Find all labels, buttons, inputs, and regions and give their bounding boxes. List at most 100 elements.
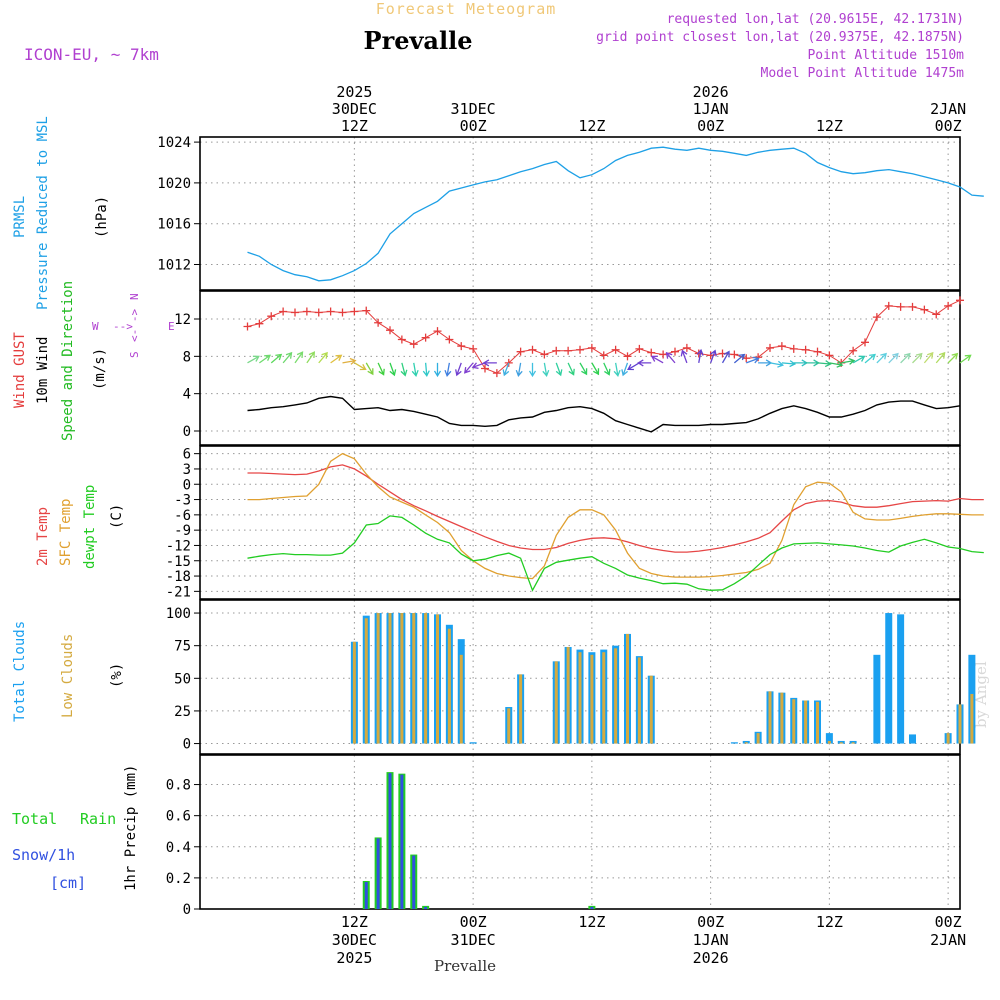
bottom-time-label: 1JAN [693,931,729,949]
panel-2: 0 4 8 12 [174,290,961,446]
wind-direction-arrow [342,357,357,365]
low-cloud-bar [768,691,772,744]
gust-marker [362,306,371,315]
panel-frame [199,754,961,910]
snow-label: Snow/1h [12,846,75,864]
wind-direction-arrow [665,351,676,364]
wind-direction-arrow [758,359,773,367]
wind-direction-arrow [864,353,876,364]
y-tick-label: 0.6 [166,809,191,825]
top-time-label: 2JAN [930,100,966,118]
low-cloud-bar [602,652,606,744]
wind-direction-arrow [318,351,328,364]
top-time-label: 12Z [816,117,843,135]
bottom-time-label: 2026 [693,949,729,967]
wind-direction-arrow [900,352,911,364]
top-time-label: 00Z [935,117,962,135]
wind-direction-arrow [463,362,474,374]
low-cloud-bar [614,648,618,744]
gust-marker [599,351,608,360]
wind-direction-arrow [515,362,523,377]
gust-marker [469,344,478,353]
snow-bar [590,906,594,909]
temp-unit-label: (C) [109,504,125,529]
gust-marker [849,346,858,355]
y-tick-label: -12 [166,538,191,554]
wind-direction-arrow [294,351,304,364]
gust-marker [682,343,691,352]
y-tick-label: 0 [183,477,191,493]
pressure-line [247,146,984,282]
gust-marker [326,307,335,316]
gust-marker [884,301,893,310]
total-cloud-bar [825,733,833,744]
bottom-time-label: 31DEC [451,931,496,949]
wind-speed-line [247,395,961,433]
gust-marker [623,352,632,361]
gust-marker [896,302,905,311]
y-tick-label: 8 [183,349,191,365]
panel-frame [199,136,961,291]
wind-direction-arrow [502,362,510,377]
wind-direction-arrow [270,353,283,364]
wind-direction-arrow [769,360,785,368]
low-cloud-bar [507,708,511,744]
compass-west: W [92,320,99,333]
gust-marker [386,326,394,335]
pressure-unit-label: (hPa) [94,196,110,238]
pressure-msl-label: Pressure Reduced to MSL [35,116,51,310]
wind-direction-arrow [444,362,452,377]
low-cloud-bar [388,613,392,744]
wind-direction-arrow [603,362,611,376]
bottom-time-label: 30DEC [332,931,377,949]
wind-direction-arrow [555,362,563,377]
y-tick-label: 1020 [157,176,191,192]
wind-direction-arrow [805,359,820,367]
bottom-time-label: 00Z [460,913,487,931]
wind-direction-arrow [528,362,537,378]
wind-direction-arrow [400,362,408,377]
gust-marker [302,307,311,316]
wind-direction-arrow [377,362,385,376]
wind-direction-arrow [923,351,934,364]
wind-direction-arrow [482,359,497,367]
gust-marker [397,335,406,344]
wind-direction-arrow [781,360,797,368]
precip-unit-label: 1hr Precip (mm) [123,765,139,891]
low-cloud-bar [744,742,748,744]
wind-direction-arrow [455,362,462,377]
low-cloud-bar [958,704,962,744]
gust-marker [492,369,501,378]
top-title: Forecast Meteogram [376,0,557,18]
snow-bar [376,838,380,909]
wind-direction-arrow [888,352,899,364]
low-cloud-bar [424,613,428,744]
wind-direction-arrow [680,349,688,364]
gust-marker [255,319,264,328]
y-tick-label: 1012 [157,258,191,274]
wind-direction-arrow [912,352,923,364]
y-tick-label: 25 [174,704,191,720]
total-cloud-bar [873,654,881,744]
gust-marker [350,307,359,316]
gust-marker [825,351,834,360]
low-cloud-bar [756,733,760,744]
y-tick-label: 100 [166,606,191,622]
top-time-label: 2026 [693,83,729,101]
gust-marker [671,347,679,356]
total-cloud-bar [730,742,738,744]
gust-marker [267,312,276,321]
panel-frame [199,599,961,755]
wind-direction-arrow [579,362,588,376]
gust-marker [587,343,596,352]
gust-marker [908,302,917,311]
snow-bar [400,774,404,909]
y-tick-label: 6 [183,447,191,463]
gust-marker [374,318,383,327]
gust-marker [338,308,347,317]
compass-east: E [168,320,175,333]
header: Forecast Meteogram Prevalle ICON-EU, ~ 7… [24,0,990,975]
gust-marker [457,342,466,351]
y-tick-label: 0 [183,737,191,753]
location-title: Prevalle [364,26,473,55]
